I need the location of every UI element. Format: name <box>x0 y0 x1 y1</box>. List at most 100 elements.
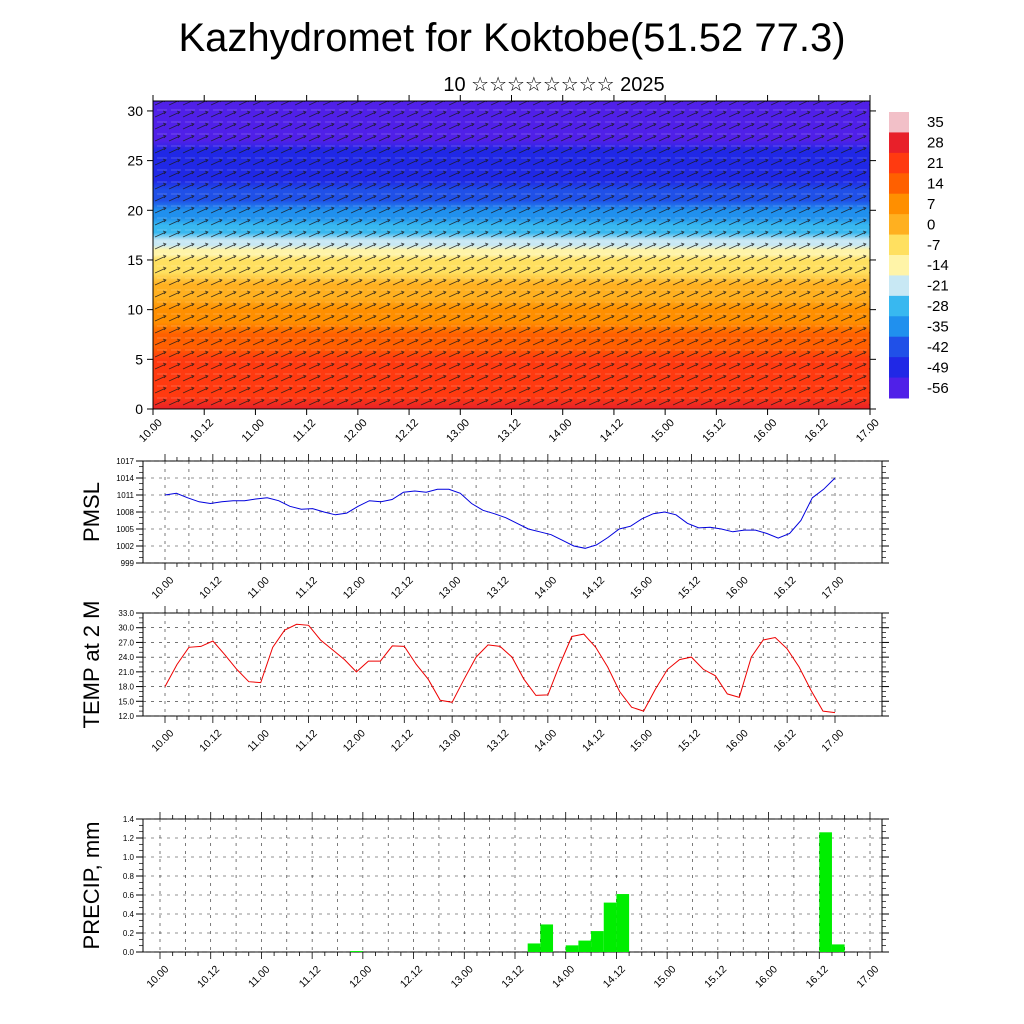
y-tick-label: 18.0 <box>118 683 134 692</box>
y-tick-label: 30 <box>127 103 143 119</box>
colorbar-label: 14 <box>927 176 944 193</box>
x-tick-label: 15.00 <box>628 727 655 754</box>
precip-bar <box>540 924 554 952</box>
x-tick-label: 14.12 <box>580 727 607 754</box>
colorbar-swatch <box>889 214 909 236</box>
colorbar-swatch <box>889 112 909 133</box>
x-tick-label: 14.00 <box>550 963 577 990</box>
precip-bar <box>616 894 630 952</box>
y-tick-label: 24.0 <box>118 653 134 662</box>
x-tick-label: 11.00 <box>240 417 267 444</box>
x-tick-label: 11.12 <box>291 417 318 444</box>
x-tick-label: 11.00 <box>245 575 272 602</box>
x-tick-label: 13.00 <box>436 574 463 601</box>
x-tick-label: 12.00 <box>342 417 370 445</box>
x-tick-label: 16.00 <box>751 417 779 445</box>
x-tick-label: 10.12 <box>195 963 222 990</box>
series-line <box>164 623 836 714</box>
y-tick-label: 1014 <box>116 474 134 483</box>
x-tick-label: 13.12 <box>484 574 511 601</box>
colorbar-swatch <box>889 152 909 174</box>
colorbar-label: -35 <box>927 319 949 336</box>
x-tick-label: 15.12 <box>676 727 703 754</box>
y-tick-label: 15 <box>127 252 143 268</box>
y-tick-label: 0 <box>135 401 143 417</box>
series-line <box>164 477 836 549</box>
x-tick-label: 10.00 <box>144 963 171 990</box>
y-tick-label: 1002 <box>116 542 134 551</box>
colorbar-swatch <box>889 336 909 358</box>
colorbar-label: 7 <box>927 196 935 213</box>
x-tick-label: 16.12 <box>771 574 798 601</box>
x-tick-label: 12.00 <box>341 574 368 601</box>
y-tick-label: 0.0 <box>123 948 135 957</box>
colorbar-swatch <box>889 295 909 317</box>
x-tick-label: 10.12 <box>188 417 216 445</box>
colorbar-swatch <box>889 255 909 276</box>
colorbar-label: -14 <box>927 257 949 274</box>
y-tick-label: 999 <box>121 559 135 568</box>
colorbar-swatch <box>889 193 909 215</box>
y-tick-label: 1.2 <box>123 834 135 843</box>
x-tick-label: 10.00 <box>149 727 176 754</box>
x-tick-label: 17.00 <box>854 417 882 445</box>
colorbar-label: -42 <box>927 339 949 356</box>
x-tick-label: 13.00 <box>449 963 476 990</box>
x-tick-label: 11.00 <box>246 964 273 991</box>
precip-bar <box>819 832 832 952</box>
x-tick-label: 12.12 <box>389 727 416 754</box>
x-tick-label: 16.00 <box>753 963 780 990</box>
x-tick-label: 10.12 <box>197 727 224 754</box>
chart-title: Kazhydromet for Koktobe(51.52 77.3) <box>178 16 846 60</box>
x-tick-label: 12.12 <box>389 574 416 601</box>
x-tick-label: 13.00 <box>436 727 463 754</box>
precip-bar <box>350 951 363 952</box>
precip-bar <box>603 902 617 952</box>
y-tick-label: 20 <box>127 202 143 218</box>
y-tick-label: 30.0 <box>118 624 134 633</box>
x-tick-label: 16.00 <box>724 574 751 601</box>
x-tick-label: 12.00 <box>347 963 374 990</box>
y-tick-label: 1008 <box>116 508 134 517</box>
precip-bar <box>831 944 845 952</box>
x-tick-label: 16.00 <box>724 727 751 754</box>
x-tick-label: 14.12 <box>598 417 626 445</box>
colorbar-label: 28 <box>927 135 944 152</box>
colorbar-label: -56 <box>927 380 949 397</box>
x-tick-label: 15.00 <box>628 574 655 601</box>
x-tick-label: 12.00 <box>341 727 368 754</box>
x-tick-label: 10.12 <box>197 574 224 601</box>
x-tick-label: 10.00 <box>149 574 176 601</box>
colorbar-label: -21 <box>927 278 949 295</box>
x-tick-label: 10.00 <box>137 417 165 445</box>
y-axis-label: PRECIP, mm <box>79 822 104 950</box>
colorbar-swatch <box>889 234 909 256</box>
x-tick-label: 11.12 <box>297 964 324 991</box>
y-tick-label: 33.0 <box>118 609 134 618</box>
y-tick-label: 27.0 <box>118 638 134 647</box>
cross-section-panel: 0 5 10 15 20 25 30 10.00 10.12 11.00 11.12 12.00 12… <box>127 95 882 445</box>
x-tick-label: 17.00 <box>819 727 846 754</box>
x-tick-label: 16.12 <box>771 727 798 754</box>
x-tick-label: 11.00 <box>245 728 272 755</box>
x-tick-label: 17.00 <box>819 574 846 601</box>
y-tick-label: 10 <box>127 302 143 318</box>
chart-subtitle: 10 ☆☆☆☆☆☆☆☆ 2025 <box>443 74 665 96</box>
x-tick-label: 16.12 <box>803 417 831 445</box>
x-tick-label: 15.12 <box>676 574 703 601</box>
y-tick-label: 1005 <box>116 525 134 534</box>
colorbar-label: -7 <box>927 237 940 254</box>
cross-section-y-axis: 0 5 10 15 20 25 30 <box>127 103 876 417</box>
x-tick-label: 13.00 <box>444 417 472 445</box>
x-tick-label: 14.12 <box>601 963 628 990</box>
colorbar-label: 0 <box>927 216 935 233</box>
colorbar-swatch <box>889 132 909 154</box>
x-tick-label: 16.12 <box>804 963 831 990</box>
precip-bar <box>591 931 604 952</box>
precip-bar <box>565 945 579 952</box>
y-tick-label: 15.0 <box>118 697 134 706</box>
y-tick-label: 0.6 <box>123 891 135 900</box>
x-tick-label: 11.12 <box>293 575 320 602</box>
y-tick-label: 0.4 <box>123 910 135 919</box>
y-tick-label: 1017 <box>116 457 134 466</box>
